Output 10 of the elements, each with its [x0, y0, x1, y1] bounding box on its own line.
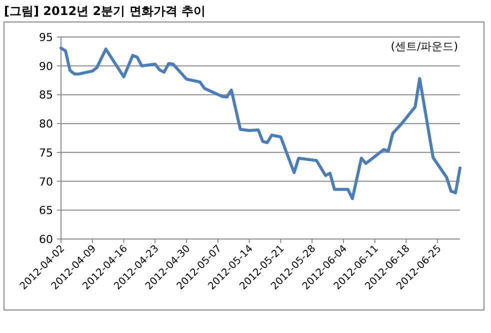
y-tick-label: 95: [39, 31, 53, 44]
y-tick-label: 90: [39, 60, 53, 73]
chart-title: [그림] 2012년 2분기 면화가격 추이: [4, 4, 206, 18]
y-tick-label: 65: [39, 204, 53, 218]
y-tick-label: 75: [39, 146, 53, 160]
y-tick-label: 60: [39, 233, 53, 246]
y-tick-label: 85: [39, 88, 53, 102]
y-tick-label: 70: [39, 175, 53, 188]
annotation: (센트/파운드): [390, 40, 458, 53]
y-tick-label: 80: [39, 118, 53, 131]
